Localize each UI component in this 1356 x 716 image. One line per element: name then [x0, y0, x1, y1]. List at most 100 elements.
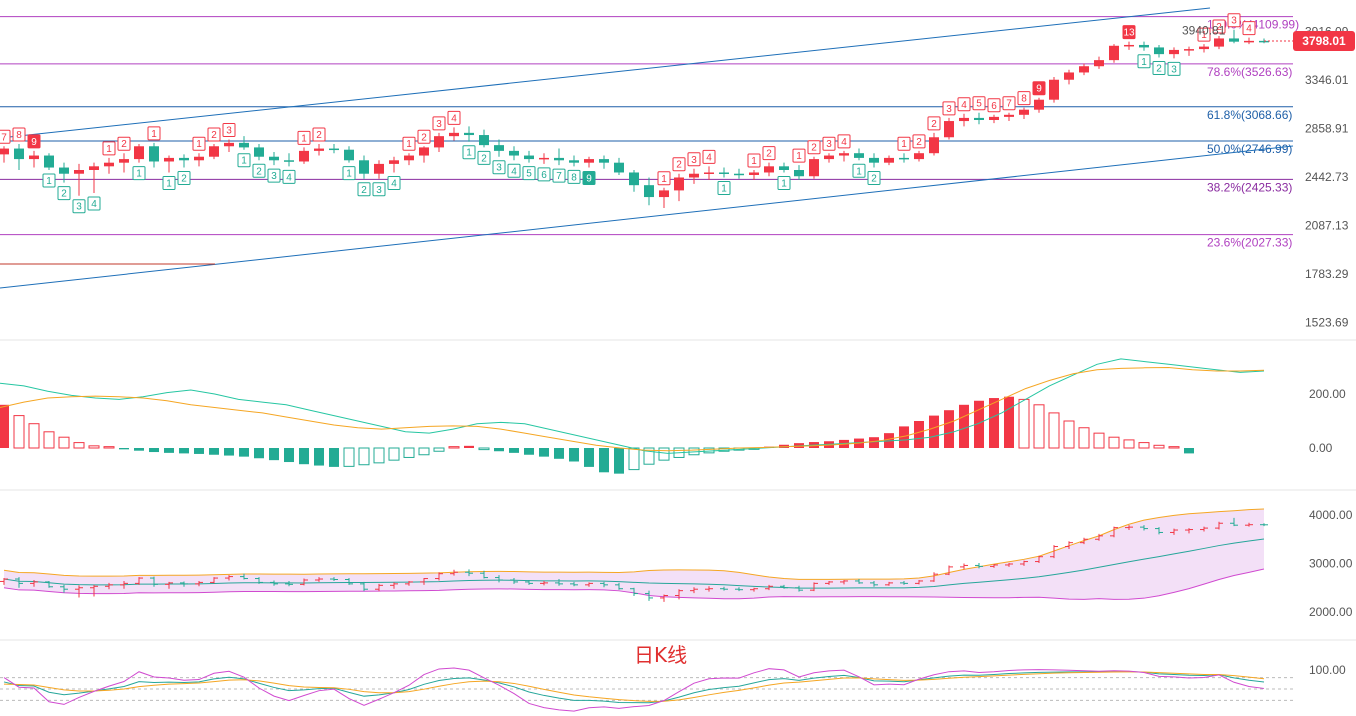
candle-body: [1094, 60, 1104, 67]
macd-histogram-bar: [418, 447, 430, 456]
last-price-tag-text: 3798.01: [1302, 34, 1346, 48]
td-count-box: [987, 98, 1001, 113]
candle-body: [674, 177, 684, 191]
price-tick-label: 2087.13: [1305, 219, 1349, 233]
candle-body: [824, 155, 834, 160]
fib-level-label: 61.8%(3068.66): [1207, 108, 1292, 122]
td-count-box: [297, 130, 311, 145]
td-count-box: [147, 126, 161, 141]
td-count-box: [717, 180, 731, 195]
td-count-label: 2: [421, 132, 427, 143]
macd-histogram-bar: [433, 447, 445, 452]
td-count-box: [822, 136, 836, 151]
fib-level-label: 23.6%(2027.33): [1207, 236, 1292, 250]
macd-histogram-bar: [13, 415, 25, 449]
candle-body: [1184, 49, 1194, 51]
candle-body: [1064, 72, 1074, 80]
boll-band-fill: [4, 508, 1264, 600]
macd-histogram-bar: [209, 448, 219, 455]
macd-histogram-bar: [584, 448, 594, 467]
macd-histogram-bar: [989, 398, 999, 448]
td-count-label: 9: [1036, 84, 1042, 95]
macd-histogram-bar: [929, 415, 939, 448]
candle-body: [779, 166, 789, 171]
macd-histogram-bar: [1168, 446, 1180, 449]
macd-histogram-bar: [149, 448, 159, 453]
candle-body: [659, 190, 669, 198]
td-count-box: [162, 175, 176, 190]
macd-histogram-bar: [299, 448, 309, 465]
td-count-box: [552, 168, 566, 183]
kdj-k-line: [3, 671, 1265, 704]
td-count-label: 2: [931, 119, 937, 130]
high-annotation: 3940.81: [1182, 24, 1226, 38]
td-count-label: 9: [586, 174, 592, 185]
boll-tick-label: 4000.00: [1309, 508, 1353, 522]
candle-body: [524, 155, 534, 160]
td-count-box: [102, 141, 116, 156]
candle-body: [194, 156, 204, 161]
macd-histogram-bar: [914, 421, 924, 448]
candle-body: [1019, 109, 1029, 115]
macd-histogram-bar: [643, 447, 655, 465]
macd-histogram-bar: [343, 447, 355, 467]
td-count-label: 3: [1171, 64, 1177, 75]
candle-body: [314, 148, 324, 151]
td-count-box: [132, 166, 146, 181]
candle-body: [644, 185, 654, 198]
candle-body: [959, 117, 969, 122]
candle-body: [359, 160, 369, 174]
macd-histogram-bar: [974, 400, 984, 448]
candle-body: [284, 160, 294, 162]
td-count-box: [567, 169, 581, 184]
td-count-box: [0, 129, 11, 144]
candle-body: [1079, 66, 1089, 73]
macd-histogram-bar: [1123, 439, 1135, 449]
boll-mid-line: [3, 538, 1265, 589]
macd-histogram-bar: [599, 448, 609, 473]
td-count-label: 2: [256, 166, 262, 177]
macd-histogram-bar: [464, 445, 474, 448]
td-count-label: 8: [1021, 94, 1027, 105]
macd-histogram-bar: [539, 448, 549, 457]
td-count-box: [357, 182, 371, 197]
candle-body: [914, 153, 924, 160]
macd-histogram-bar: [284, 448, 294, 463]
td-count-label: 1: [406, 139, 412, 150]
td-count-box: [582, 171, 596, 186]
td-count-box: [672, 157, 686, 172]
macd-histogram-bar: [329, 448, 339, 467]
macd-histogram-bar: [959, 404, 969, 448]
td-count-box: [1227, 13, 1241, 28]
candle-body: [809, 159, 819, 177]
candle-body: [269, 156, 279, 161]
candle-body: [404, 155, 414, 161]
candle-body: [719, 172, 729, 174]
td-count-label: 2: [676, 160, 682, 171]
candle-body: [929, 137, 939, 154]
candle-body: [449, 132, 459, 137]
td-count-box: [747, 153, 761, 168]
td-count-box: [867, 171, 881, 186]
td-count-box: [27, 134, 41, 149]
macd-histogram-bar: [1048, 412, 1060, 449]
td-count-label: 4: [391, 178, 397, 189]
td-count-label: 1: [721, 183, 727, 194]
macd-histogram-bar: [239, 448, 249, 457]
td-count-box: [1122, 25, 1136, 40]
candle-body: [1034, 99, 1044, 110]
candle-body: [569, 160, 579, 163]
td-count-box: [702, 149, 716, 164]
candle-body: [164, 157, 174, 162]
td-count-label: 1: [301, 133, 307, 144]
td-count-box: [942, 101, 956, 116]
td-count-label: 1: [901, 139, 907, 150]
td-count-box: [852, 163, 866, 178]
candle-body: [389, 160, 399, 164]
macd-histogram-bar: [614, 448, 624, 474]
candle-body: [869, 157, 879, 163]
macd-histogram-bar: [944, 410, 954, 448]
td-count-label: 3: [436, 119, 442, 130]
candle-body: [1049, 79, 1059, 100]
candle-body: [59, 167, 69, 174]
